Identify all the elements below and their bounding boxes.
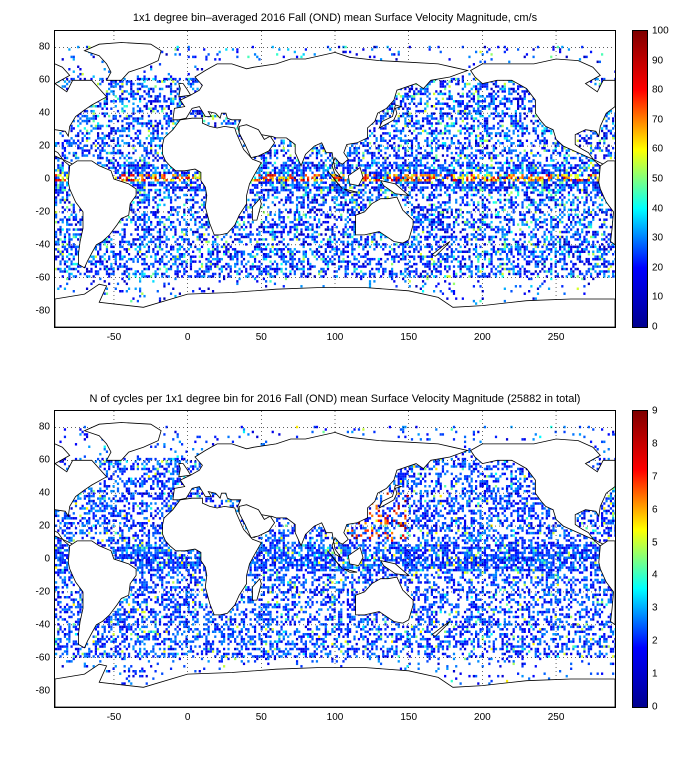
colorbar-tick-label: 40 <box>652 203 664 215</box>
colorbar-tick-label: 7 <box>652 471 658 483</box>
y-tick-label: 40 <box>38 487 50 499</box>
colorbar-tick-label: 0 <box>652 321 658 333</box>
x-tick-label: -50 <box>106 712 122 723</box>
y-tick-label: 60 <box>38 454 50 466</box>
y-tick-label: 0 <box>44 553 50 565</box>
colorbar-tick-label: 10 <box>652 291 664 303</box>
y-tick-label: 40 <box>38 107 50 119</box>
colorbar-tick-label: 1 <box>652 668 658 680</box>
colorbar-tick-label: 8 <box>652 438 658 450</box>
panel-1-map <box>54 30 616 328</box>
y-tick-label: -80 <box>35 685 50 697</box>
y-tick-label: -20 <box>35 206 50 218</box>
y-tick-label: 60 <box>38 74 50 86</box>
colorbar-tick-label: 3 <box>652 602 658 614</box>
colorbar-tick-label: 50 <box>652 173 664 185</box>
x-tick-label: 250 <box>547 332 565 343</box>
coastlines <box>55 42 615 327</box>
data-cells <box>55 45 615 305</box>
x-tick-label: 50 <box>255 712 267 723</box>
colorbar-tick-label: 6 <box>652 504 658 516</box>
y-tick-label: 80 <box>38 421 50 433</box>
x-tick-label: 100 <box>326 332 344 343</box>
x-tick-label: 0 <box>184 712 191 723</box>
colorbar-tick-label: 70 <box>652 114 664 126</box>
colorbar-tick-label: 4 <box>652 569 658 581</box>
x-tick-label: 150 <box>400 332 418 343</box>
panel-1-title: 1x1 degree bin–averaged 2016 Fall (OND) … <box>132 12 538 24</box>
x-tick-label: 200 <box>474 332 491 343</box>
y-tick-label: 20 <box>38 520 50 532</box>
panel-1-map-canvas <box>55 31 615 327</box>
y-tick-label: -60 <box>35 652 50 664</box>
colorbar-tick-label: 2 <box>652 635 658 647</box>
colorbar-tick-label: 20 <box>652 262 664 274</box>
panel-1-colorbar <box>632 30 648 328</box>
x-tick-label: -50 <box>106 332 122 343</box>
x-tick-label: 200 <box>474 712 491 723</box>
colorbar-tick-label: 80 <box>652 84 664 96</box>
colorbar-tick-label: 100 <box>652 25 669 37</box>
y-tick-label: 20 <box>38 140 50 152</box>
y-tick-label: -40 <box>35 239 50 251</box>
colorbar-tick-label: 0 <box>652 701 658 713</box>
colorbar-tick-label: 30 <box>652 232 664 244</box>
colorbar-tick-label: 90 <box>652 55 664 67</box>
y-tick-label: 80 <box>38 41 50 53</box>
y-tick-label: -60 <box>35 272 50 284</box>
x-tick-label: 100 <box>326 712 344 723</box>
panel-2-map <box>54 410 616 708</box>
coastlines <box>55 422 615 707</box>
panel-2-title: N of cycles per 1x1 degree bin for 2016 … <box>89 393 581 405</box>
colorbar-tick-label: 9 <box>652 405 658 417</box>
y-tick-label: -80 <box>35 305 50 317</box>
y-tick-label: -40 <box>35 619 50 631</box>
panel-2-map-canvas <box>55 411 615 707</box>
colorbar-tick-label: 60 <box>652 143 664 155</box>
x-tick-label: 150 <box>400 712 418 723</box>
y-tick-label: -20 <box>35 586 50 598</box>
x-tick-label: 250 <box>547 712 565 723</box>
x-tick-label: 0 <box>184 332 191 343</box>
x-tick-label: 50 <box>255 332 267 343</box>
y-tick-label: 0 <box>44 173 50 185</box>
colorbar-tick-label: 5 <box>652 537 658 549</box>
panel-2-colorbar <box>632 410 648 708</box>
